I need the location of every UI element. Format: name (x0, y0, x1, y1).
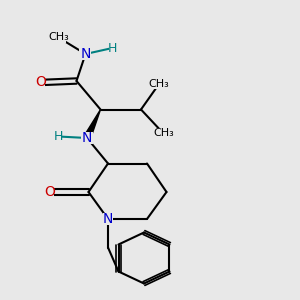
FancyBboxPatch shape (152, 79, 166, 89)
Text: O: O (44, 185, 55, 199)
Text: N: N (80, 47, 91, 61)
Text: CH₃: CH₃ (153, 128, 174, 139)
FancyBboxPatch shape (81, 132, 93, 144)
FancyBboxPatch shape (51, 32, 66, 43)
Text: CH₃: CH₃ (48, 32, 69, 43)
Text: O: O (35, 76, 46, 89)
FancyBboxPatch shape (45, 187, 54, 197)
FancyBboxPatch shape (55, 132, 62, 141)
Polygon shape (84, 110, 100, 140)
FancyBboxPatch shape (80, 48, 92, 60)
FancyBboxPatch shape (109, 43, 116, 53)
FancyBboxPatch shape (36, 77, 45, 88)
Text: CH₃: CH₃ (148, 79, 170, 89)
Text: N: N (103, 212, 113, 226)
FancyBboxPatch shape (156, 128, 171, 139)
Text: N: N (82, 131, 92, 145)
Text: H: H (108, 41, 117, 55)
Text: H: H (54, 130, 63, 143)
FancyBboxPatch shape (103, 213, 112, 225)
